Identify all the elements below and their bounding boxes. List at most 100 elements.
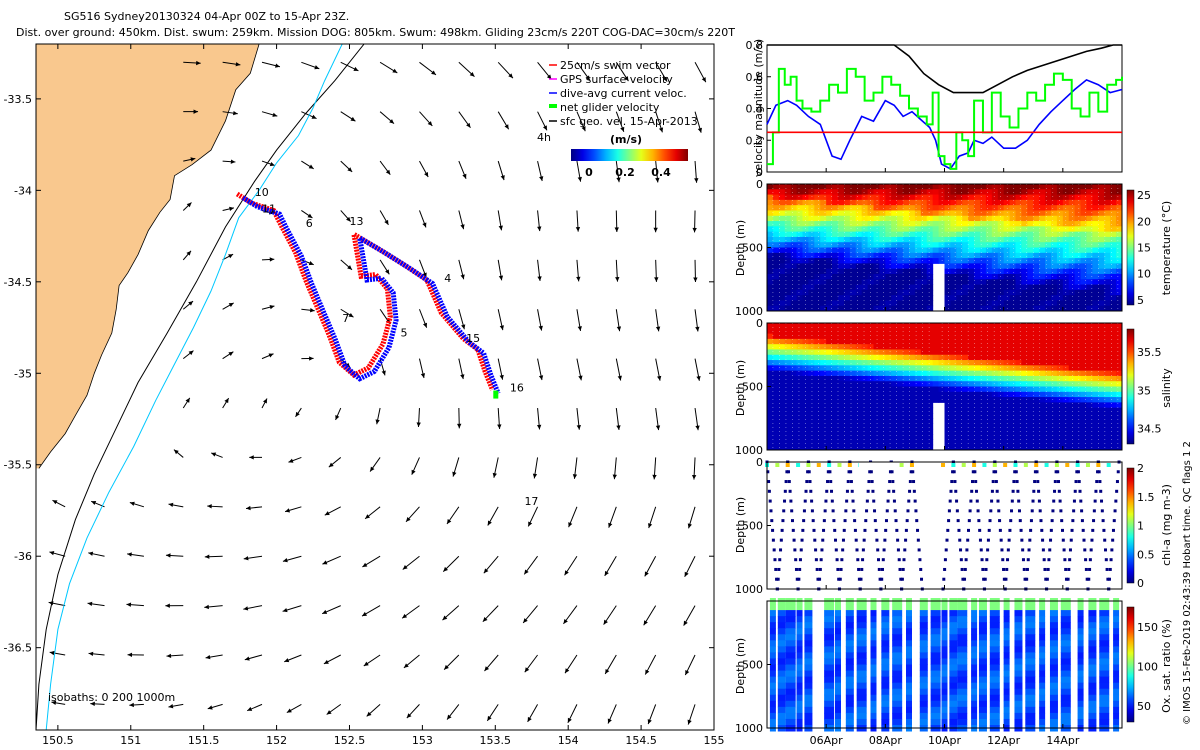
chla-point	[1104, 548, 1108, 552]
velocity-arrow	[419, 309, 428, 328]
salinity-cell	[1086, 375, 1093, 382]
chla-point	[1007, 538, 1011, 542]
salinity-cell	[1045, 428, 1052, 435]
salinity-cell	[1051, 391, 1058, 398]
temperature-cell	[1009, 205, 1016, 211]
salinity-cell	[855, 418, 863, 425]
temperature-cell	[873, 300, 880, 307]
salinity-cell	[832, 418, 839, 425]
temperature-cell	[962, 247, 969, 254]
salinity-cell	[938, 323, 945, 329]
temperature-cell	[772, 184, 780, 190]
velocity-ytick-label: 0	[756, 166, 763, 179]
salinity-cell	[1021, 344, 1028, 350]
salinity-cell	[796, 381, 803, 387]
salinity-cell	[1009, 386, 1016, 393]
salinity-cell	[1080, 402, 1087, 409]
salinity-cell	[962, 439, 969, 446]
salinity-cell	[1110, 360, 1117, 366]
oxygen-point	[796, 706, 803, 714]
salinity-cell	[796, 418, 803, 425]
temperature-cell	[1056, 210, 1064, 217]
oxygen-point	[881, 688, 890, 696]
temperature-cell	[1027, 247, 1034, 254]
oxygen-point	[949, 658, 958, 665]
salinity-cell	[790, 418, 798, 425]
salinity-cell	[767, 370, 774, 377]
salinity-cell	[790, 344, 798, 350]
temperature-cell	[1080, 252, 1087, 259]
oxygen-point	[906, 628, 912, 635]
chla-point	[1082, 538, 1086, 542]
salinity-cell	[1110, 349, 1117, 356]
salinity-cell	[920, 434, 928, 440]
oxygen-profile	[804, 598, 813, 732]
oxygen-point	[1025, 670, 1036, 678]
temperature-cell	[778, 258, 786, 264]
temperature-cell	[1056, 231, 1064, 238]
temperature-cell	[1021, 215, 1028, 222]
chla-point	[948, 499, 952, 503]
oxygen-point	[1088, 634, 1097, 641]
chla-point	[969, 499, 973, 503]
salinity-cell	[849, 375, 857, 382]
temperature-cell	[820, 215, 827, 222]
salinity-cell	[920, 418, 928, 425]
salinity-cell	[790, 407, 798, 414]
temperature-cell	[1110, 221, 1117, 227]
salinity-cell	[938, 328, 945, 335]
salinity-cell	[980, 423, 987, 430]
salinity-cell	[991, 338, 999, 345]
oxygen-point	[892, 616, 903, 623]
temperature-cell	[1039, 205, 1046, 211]
salinity-cell	[1009, 354, 1016, 361]
salinity-cell	[932, 397, 940, 403]
salinity-cell	[1080, 360, 1087, 366]
temperature-cell	[1056, 263, 1064, 270]
temperature-cell	[778, 300, 786, 307]
temperature-cell	[968, 215, 975, 222]
salinity-cell	[832, 333, 839, 340]
oxygen-point	[1014, 646, 1023, 653]
salinity-cell	[909, 323, 916, 329]
salinity-cell	[914, 412, 922, 419]
salinity-cell	[974, 386, 981, 393]
salinity-cell	[802, 391, 809, 398]
salinity-cell	[903, 391, 910, 398]
temperature-cell	[843, 252, 851, 259]
salinity-cell	[1033, 386, 1040, 393]
chla-point	[780, 528, 784, 532]
temperature-cell	[1051, 284, 1058, 291]
oxygen-point	[785, 694, 796, 702]
temperature-cell	[1015, 268, 1022, 275]
salinity-cell	[885, 407, 892, 414]
temperature-cell	[1015, 221, 1022, 227]
salinity-cell	[1086, 338, 1093, 345]
oxygen-point	[1077, 700, 1084, 708]
oxygen-point	[1039, 670, 1046, 678]
salinity-cell	[814, 328, 821, 335]
salinity-cell	[1110, 428, 1117, 435]
salinity-cell	[826, 344, 833, 350]
salinity-cell	[855, 412, 863, 419]
salinity-cell	[1080, 412, 1087, 419]
temperature-cell	[855, 295, 863, 301]
temperature-cell	[843, 279, 851, 286]
temperature-cell	[1045, 199, 1052, 206]
oxygen-point	[949, 700, 958, 708]
salinity-cell	[920, 391, 928, 398]
velocity-arrow	[222, 206, 235, 212]
salinity-cell	[1056, 360, 1064, 366]
temperature-cell	[920, 273, 928, 280]
salinity-cell	[849, 370, 857, 377]
oxygen-point	[1113, 712, 1120, 720]
temperature-cell	[897, 221, 904, 227]
oxygen-point	[870, 670, 877, 678]
salinity-cell	[991, 434, 999, 440]
chla-point	[834, 548, 838, 552]
oxygen-point	[870, 634, 877, 641]
oxygen-point	[856, 670, 867, 678]
chla-point	[887, 489, 891, 493]
chla-point	[1042, 558, 1046, 562]
oxygen-profile	[870, 598, 877, 732]
